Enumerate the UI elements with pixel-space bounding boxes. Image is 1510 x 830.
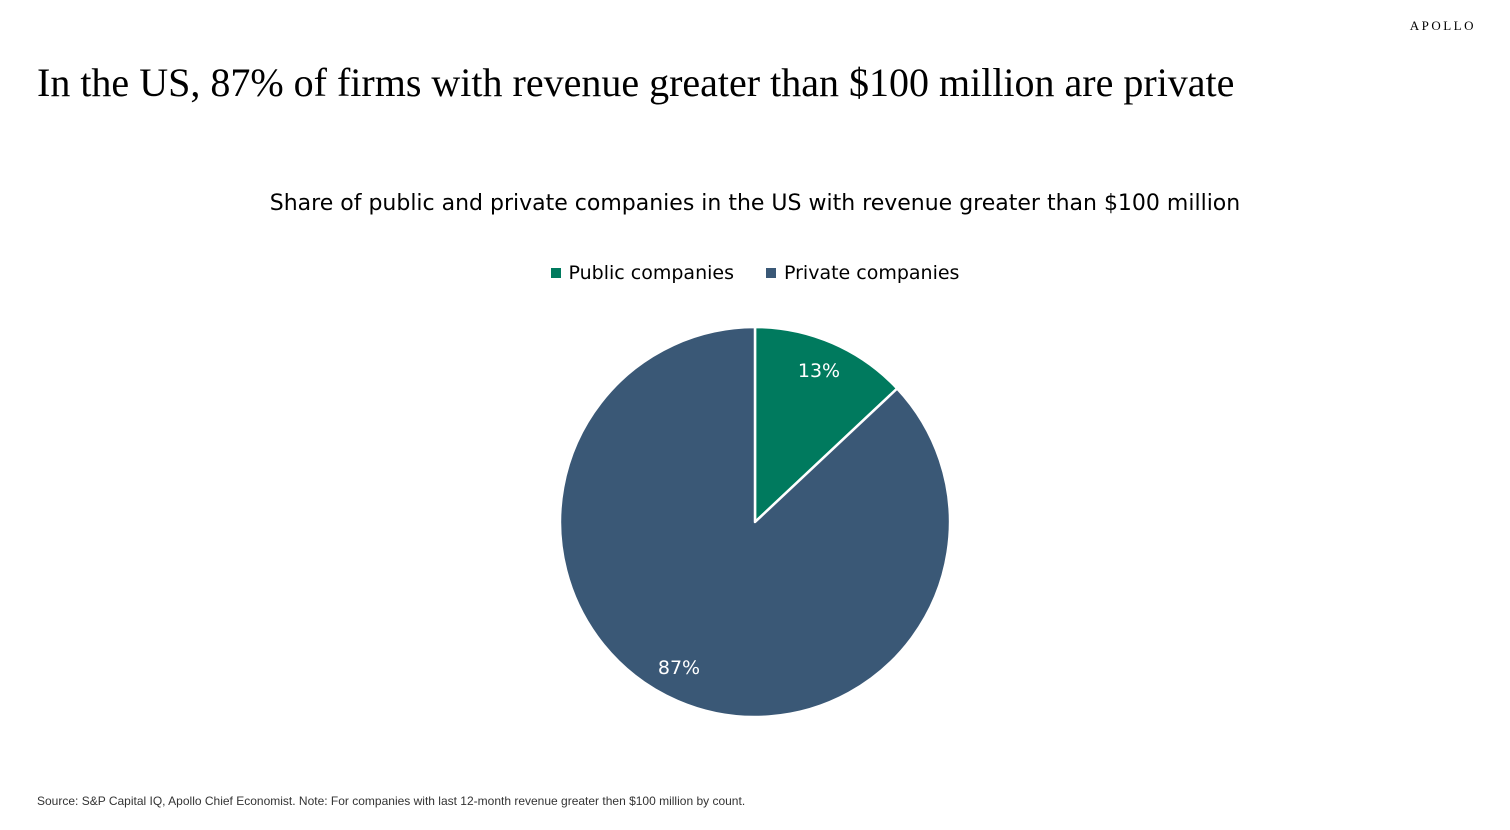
legend-swatch-public	[550, 268, 561, 278]
chart-title: Share of public and private companies in…	[269, 191, 1241, 216]
pie-slice-private	[558, 325, 952, 719]
source-footnote: Source: S&P Capital IQ, Apollo Chief Eco…	[37, 794, 746, 808]
pie-label-public: 13%	[798, 360, 840, 382]
legend-swatch-private	[765, 268, 776, 278]
pie-slice-public	[753, 325, 899, 524]
legend-label-private: Private companies	[783, 262, 960, 284]
chart-legend: Public companies Private companies	[0, 260, 1510, 286]
pie-label-private: 87%	[658, 657, 700, 679]
brand-logo: APOLLO	[1409, 18, 1476, 33]
legend-item-public: Public companies	[550, 260, 734, 286]
legend-item-private: Private companies	[765, 260, 960, 286]
page-headline: In the US, 87% of firms with revenue gre…	[37, 60, 1235, 105]
pie-chart-svg: 13% 87%	[558, 325, 952, 719]
legend-label-public: Public companies	[568, 262, 734, 284]
pie-chart: 13% 87%	[555, 322, 955, 722]
